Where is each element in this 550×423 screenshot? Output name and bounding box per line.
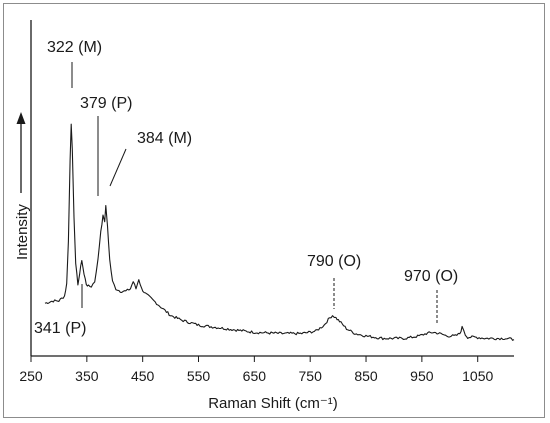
x-axis-label: Raman Shift (cm⁻¹) bbox=[208, 395, 338, 412]
x-tick-label: 1050 bbox=[462, 368, 493, 384]
annotation-384: 384 (M) bbox=[137, 130, 192, 147]
chart-frame bbox=[3, 3, 545, 418]
series-layer bbox=[44, 123, 515, 341]
x-tick-label: 350 bbox=[75, 368, 99, 384]
annotation-379: 379 (P) bbox=[80, 95, 132, 112]
y-axis-arrow-head bbox=[16, 112, 26, 124]
annotation-790: 790 (O) bbox=[307, 253, 361, 270]
annotation-970: 970 (O) bbox=[404, 268, 458, 285]
x-tick-label: 550 bbox=[187, 368, 211, 384]
x-tick-label: 950 bbox=[410, 368, 434, 384]
y-axis-label: Intensity bbox=[14, 204, 31, 260]
x-tick-label: 250 bbox=[19, 368, 43, 384]
x-tick-label: 450 bbox=[131, 368, 155, 384]
x-tick-label: 650 bbox=[243, 368, 267, 384]
x-tick-label: 850 bbox=[354, 368, 378, 384]
x-tick-label: 750 bbox=[299, 368, 323, 384]
x-ticks: 250 350 450 550 650 750 850 950 1050 bbox=[19, 356, 493, 384]
annotation-341: 341 (P) bbox=[34, 320, 86, 337]
spectrum-line bbox=[44, 123, 515, 341]
annotation-322: 322 (M) bbox=[47, 39, 102, 56]
annotation-line-384 bbox=[109, 148, 127, 187]
